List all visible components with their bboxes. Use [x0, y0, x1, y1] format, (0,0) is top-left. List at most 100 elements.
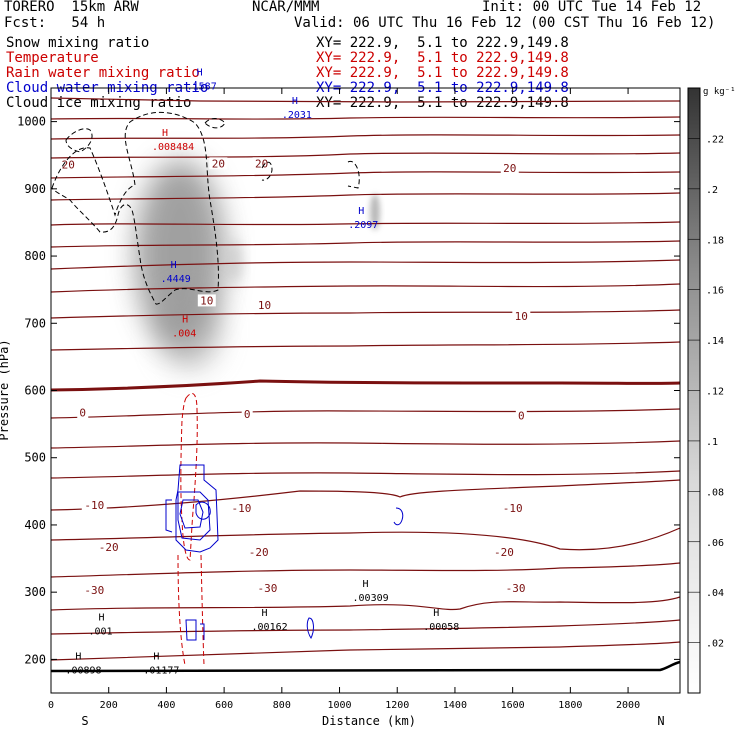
- isotherm-minus-30: [51, 221, 680, 226]
- field-snow: Snow mixing ratio: [6, 35, 150, 51]
- isotherm: [51, 470, 680, 479]
- field-temperature-xy: XY= 222.9, 5.1 to 222.9,149.8: [316, 50, 569, 66]
- isotherm-label-bg: [500, 161, 519, 174]
- isotherm-label: 20: [255, 157, 268, 170]
- isotherm: [51, 97, 680, 103]
- max-value: .4449: [161, 274, 191, 285]
- max-marker: H: [171, 260, 177, 271]
- cloud-water-contour: [195, 501, 211, 520]
- cloud-water-contour: [306, 617, 314, 639]
- max-value: .008484: [152, 142, 194, 153]
- isotherm-label: 0: [244, 408, 251, 421]
- max-value: .00058: [423, 622, 459, 633]
- model-title: TORERO 15km ARW: [4, 0, 139, 15]
- header: TORERO 15km ARW NCAR/MMM Init: 00 UTC Tu…: [0, 0, 740, 111]
- field-rain-xy: XY= 222.9, 5.1 to 222.9,149.8: [316, 65, 569, 81]
- isotherm-label-bg: [500, 502, 526, 515]
- isotherm-label-bg: [209, 157, 228, 170]
- isotherm-label-bg: [228, 502, 254, 515]
- rain-contours: [177, 393, 205, 666]
- max-marker: H: [153, 651, 159, 662]
- isotherm-minus-10: [51, 309, 680, 319]
- isotherm: [51, 283, 680, 293]
- init-time: Init: 00 UTC Tue 14 Feb 12: [482, 0, 702, 15]
- isotherm: [51, 641, 680, 661]
- x-axis-label: Distance (km): [322, 714, 416, 728]
- colorbar-unit: g kg⁻¹: [703, 87, 736, 97]
- isotherm-label-bg: [59, 158, 78, 171]
- rain-contour: [180, 393, 198, 561]
- isotherm-zero: [51, 379, 680, 392]
- isotherm-label-bg: [512, 309, 531, 322]
- isotherm-label-bg: [81, 584, 107, 597]
- valid-time: Valid: 06 UTC Thu 16 Feb 12 (00 CST Thu …: [294, 15, 716, 31]
- x-tick-label: 1000: [327, 700, 351, 711]
- isotherm: [51, 152, 680, 159]
- x-tick-label: 0: [48, 700, 54, 711]
- max-value: .00309: [353, 593, 389, 604]
- isotherm-label: -20: [99, 541, 119, 554]
- max-marker: H: [292, 96, 298, 107]
- cloud-water-contour: [177, 491, 211, 541]
- snow-contour: [261, 161, 273, 181]
- isotherms: [51, 97, 680, 661]
- max-marker: H: [363, 579, 369, 590]
- y-axis-label: Pressure (hPa): [0, 339, 11, 440]
- isotherm: [51, 240, 680, 248]
- max-marker: H: [75, 651, 81, 662]
- isotherm-label: -30: [257, 582, 277, 595]
- isotherm: [51, 341, 680, 351]
- colorbar-tick-label: .04: [706, 588, 724, 599]
- cloud-water-contour: [185, 619, 197, 641]
- isotherm-label-bg: [197, 294, 216, 307]
- colorbar-tick-label: .1: [706, 437, 718, 448]
- y-tick-label: 700: [24, 316, 46, 330]
- cloud-water-contours: [165, 464, 404, 641]
- isotherm-label: -30: [84, 584, 104, 597]
- isotherm-label: 0: [518, 409, 525, 422]
- colorbar-tick-label: .2: [706, 185, 718, 196]
- org-label: NCAR/MMM: [252, 0, 320, 15]
- max-marker: H: [433, 608, 439, 619]
- snow-shade-small: [370, 194, 380, 230]
- max-marker: H: [162, 128, 168, 139]
- field-snow-xy: XY= 222.9, 5.1 to 222.9,149.8: [316, 35, 569, 51]
- isotherm-minus-20: [51, 259, 680, 270]
- x-tick-label: 2000: [616, 700, 640, 711]
- isotherm-label-bg: [81, 498, 107, 511]
- isotherm-label-bg: [254, 582, 280, 595]
- isotherm-label-bg: [241, 408, 253, 421]
- isotherm-label-bg: [252, 157, 271, 170]
- isotherm-twenty: [51, 596, 680, 611]
- y-tick-label: 1000: [17, 115, 46, 129]
- max-marker: H: [262, 608, 268, 619]
- max-value: .004: [172, 329, 196, 340]
- isotherm-labels: -30 -30 -30 -20 -20 -20 -10 -10 -10 0 0 0 10 10 10 20 20…: [59, 157, 531, 597]
- isotherm: [51, 171, 680, 179]
- max-value: .2031: [282, 110, 312, 121]
- isotherm-label: 20: [503, 162, 516, 175]
- isotherm-label: 20: [62, 159, 75, 172]
- max-value: .2097: [348, 220, 378, 231]
- field-cloud-ice: Cloud ice mixing ratio: [6, 95, 192, 111]
- cloud-water-contour: [175, 464, 219, 553]
- isotherm: [51, 134, 680, 140]
- max-marker: H: [358, 206, 364, 217]
- max-value: .00898: [65, 665, 101, 676]
- max-value: .001: [89, 626, 113, 637]
- x-tick-label: 200: [100, 700, 118, 711]
- cloud-water-contour: [393, 507, 404, 526]
- isotherm-label-bg: [77, 406, 89, 419]
- max-value: .01177: [143, 665, 179, 676]
- colorbar-tick-label: .06: [706, 538, 724, 549]
- field-temperature: Temperature: [6, 50, 99, 66]
- isotherm-label-bg: [255, 299, 274, 312]
- colorbar-tick-label: .16: [706, 286, 724, 297]
- colorbar-tick-label: .02: [706, 639, 724, 650]
- x-axis-end-label: N: [657, 714, 664, 728]
- field-cloud-ice-xy: XY= 222.9, 5.1 to 222.9,149.8: [316, 95, 569, 111]
- colorbar-tick-label: .14: [706, 336, 724, 347]
- x-tick-label: 400: [157, 700, 175, 711]
- x-tick-label: 1200: [385, 700, 409, 711]
